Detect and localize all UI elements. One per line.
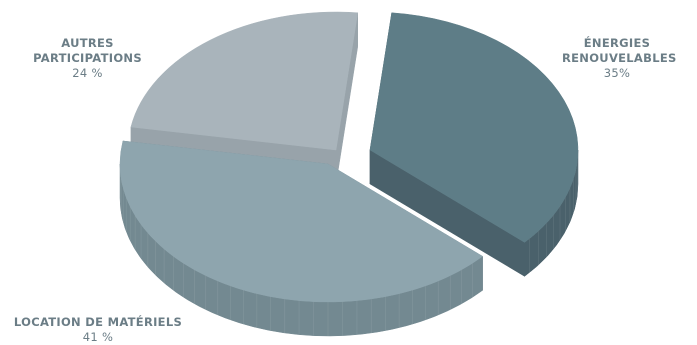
slice-label-autres-participations: AUTRES PARTICIPATIONS 24 %	[30, 36, 145, 81]
slice-label-location-de-materiels: LOCATION DE MATÉRIELS 41 %	[0, 315, 196, 345]
slice-name-line2: RENOUVELABLES	[562, 51, 677, 65]
slice-name-line1: LOCATION DE MATÉRIELS	[13, 315, 183, 329]
slice-name-line1: ÉNERGIES	[583, 36, 651, 50]
slice-value: 41 %	[82, 330, 114, 344]
slice-energies-renouvelables	[369, 12, 579, 243]
slice-label-energies-renouvelables: ÉNERGIES RENOUVELABLES 35%	[562, 36, 677, 81]
slice-value: 24 %	[72, 66, 103, 80]
slice-value: 35%	[603, 66, 631, 80]
slice-autres-participations	[130, 11, 359, 151]
slice-name-line2: PARTICIPATIONS	[33, 51, 142, 65]
slice-name-line1: AUTRES	[61, 36, 114, 50]
slice-location-de-materiels	[119, 140, 484, 303]
